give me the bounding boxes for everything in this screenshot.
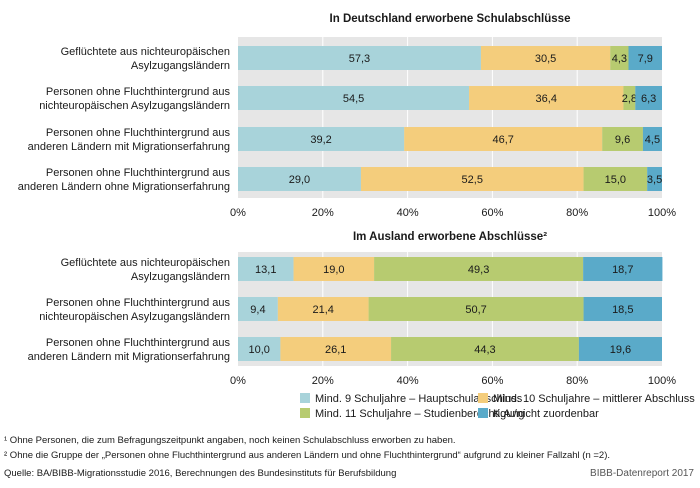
bar-segment — [391, 337, 579, 361]
data-label: 4,3 — [612, 53, 627, 65]
bar-segment — [583, 297, 662, 321]
data-label: 52,5 — [462, 174, 483, 186]
category-label: Asylzugangsländern — [131, 271, 230, 283]
data-label: 9,6 — [615, 134, 630, 146]
x-tick-label: 0% — [230, 375, 246, 387]
bar-segment — [628, 46, 662, 70]
data-label: 39,2 — [310, 134, 331, 146]
bar-segment — [238, 46, 481, 70]
x-tick-label: 40% — [397, 375, 419, 387]
footnote-2: ² Ohne die Gruppe der „Personen ohne Flu… — [4, 450, 611, 461]
data-label: 21,4 — [313, 304, 334, 316]
category-label: anderen Ländern mit Migrationserfahrung — [28, 141, 230, 153]
data-label: 19,6 — [610, 344, 631, 356]
category-label: Personen ohne Fluchthintergrund aus — [46, 86, 231, 98]
bar-segment — [610, 46, 629, 70]
category-label: anderen Ländern mit Migrationserfahrung — [28, 351, 230, 363]
bar-segment — [578, 337, 662, 361]
category-label: nichteuropäischen Asylzugangsländern — [39, 100, 230, 112]
bar-segment — [238, 127, 405, 151]
data-label: 10,0 — [248, 344, 269, 356]
x-tick-label: 40% — [397, 207, 419, 219]
x-tick-label: 100% — [648, 375, 676, 387]
x-tick-label: 80% — [566, 375, 588, 387]
data-label: 50,7 — [465, 304, 486, 316]
data-label: 26,1 — [325, 344, 346, 356]
data-label: 19,0 — [323, 264, 344, 276]
x-tick-label: 20% — [312, 207, 334, 219]
bar-segment — [469, 86, 624, 110]
legend-swatch — [478, 408, 488, 418]
data-label: 4,5 — [645, 134, 660, 146]
data-label: 2,8 — [622, 93, 637, 105]
category-label: Asylzugangsländern — [131, 60, 230, 72]
bar-segment — [404, 127, 603, 151]
x-tick-label: 0% — [230, 207, 246, 219]
legend-label: Mind. 11 Schuljahre – Studienberechtigun… — [315, 408, 525, 420]
data-label: 30,5 — [535, 53, 556, 65]
data-label: 15,0 — [605, 174, 626, 186]
bar-segment — [642, 127, 662, 151]
x-tick-label: 80% — [566, 207, 588, 219]
bar-segment — [602, 127, 643, 151]
data-label: 18,7 — [612, 264, 633, 276]
bar-segment — [480, 46, 611, 70]
bar-segment — [374, 257, 584, 281]
bar-segment — [277, 297, 369, 321]
category-label: Personen ohne Fluchthintergrund aus — [46, 337, 231, 349]
footnote-1: ¹ Ohne Personen, die zum Befragungszeitp… — [4, 435, 456, 446]
category-label: Personen ohne Fluchthintergrund aus — [46, 127, 231, 139]
x-tick-label: 60% — [481, 207, 503, 219]
bar-segment — [368, 297, 584, 321]
bar-segment — [623, 86, 636, 110]
category-label: Geflüchtete aus nichteuropäischen — [61, 257, 230, 269]
data-label: 6,3 — [641, 93, 656, 105]
category-label: Personen ohne Fluchthintergrund aus — [46, 297, 231, 309]
legend-swatch — [300, 393, 310, 403]
legend-label: K.A./nicht zuordenbar — [493, 408, 599, 420]
data-label: 9,4 — [250, 304, 265, 316]
credit-label: BIBB-Datenreport 2017 — [590, 468, 694, 479]
data-label: 29,0 — [289, 174, 310, 186]
data-label: 13,1 — [255, 264, 276, 276]
bar-segment — [293, 257, 375, 281]
bar-segment — [583, 257, 663, 281]
data-label: 7,9 — [638, 53, 653, 65]
bar-segment — [238, 257, 294, 281]
x-tick-label: 60% — [481, 375, 503, 387]
data-label: 18,5 — [612, 304, 633, 316]
legend-label: Mind. 10 Schuljahre – mittlerer Abschlus… — [493, 393, 695, 405]
legend-label: Mind. 9 Schuljahre – Hauptschulabschluss — [315, 393, 523, 405]
category-label: Personen ohne Fluchthintergrund aus — [46, 167, 231, 179]
category-label: Geflüchtete aus nichteuropäischen — [61, 46, 230, 58]
bar-segment — [238, 297, 278, 321]
data-label: 36,4 — [536, 93, 557, 105]
data-label: 49,3 — [468, 264, 489, 276]
data-label: 57,3 — [349, 53, 370, 65]
data-label: 54,5 — [343, 93, 364, 105]
bar-segment — [238, 86, 470, 110]
bar-segment — [635, 86, 662, 110]
legend-swatch — [478, 393, 488, 403]
bar-segment — [238, 167, 361, 191]
bar-segment — [280, 337, 392, 361]
bar-segment — [238, 337, 281, 361]
x-tick-label: 20% — [312, 375, 334, 387]
category-label: anderen Ländern ohne Migrationserfahrung — [18, 181, 230, 193]
panel-title: In Deutschland erworbene Schulabschlüsse — [330, 13, 571, 25]
category-label: nichteuropäischen Asylzugangsländern — [39, 311, 230, 323]
bar-segment — [360, 167, 584, 191]
data-label: 44,3 — [474, 344, 495, 356]
bar-segment — [647, 167, 662, 191]
source-note: Quelle: BA/BIBB-Migrationsstudie 2016, B… — [4, 468, 397, 479]
legend-swatch — [300, 408, 310, 418]
x-tick-label: 100% — [648, 207, 676, 219]
bar-segment — [583, 167, 648, 191]
data-label: 46,7 — [493, 134, 514, 146]
data-label: 3,5 — [647, 174, 662, 186]
panel-title: Im Ausland erworbene Abschlüsse² — [353, 231, 547, 243]
